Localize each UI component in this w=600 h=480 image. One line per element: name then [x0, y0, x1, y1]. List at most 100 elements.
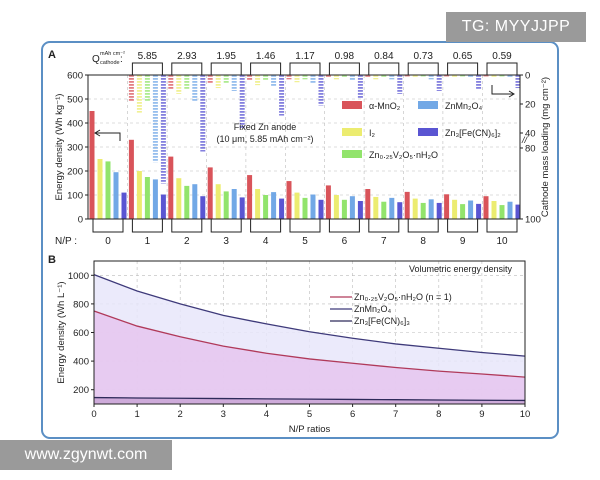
energy-bar — [460, 204, 466, 219]
legend-swatch — [342, 101, 362, 109]
y-tick-label: 500 — [67, 95, 83, 106]
loading-bar — [231, 75, 237, 91]
x-axis-title: N/P ratios — [289, 424, 331, 435]
energy-bar — [333, 195, 339, 219]
energy-bar — [436, 202, 442, 219]
energy-bar — [428, 199, 434, 219]
series-line — [93, 273, 526, 357]
watermark-top-right: TG: MYYJJPP — [446, 12, 586, 42]
energy-bar — [160, 194, 166, 219]
category-label: 3 — [223, 236, 229, 247]
energy-bar — [412, 198, 418, 219]
loading-bar — [357, 75, 363, 99]
energy-bar — [476, 203, 482, 219]
energy-bar — [136, 171, 142, 219]
top-bracket — [407, 62, 439, 75]
panel-b-label: B — [48, 254, 56, 266]
category-label: 10 — [496, 236, 508, 247]
legend-label: Zn₃[Fe(CN)₆]₂ — [445, 128, 501, 138]
np-label: N/P : — [55, 236, 77, 247]
energy-bar — [404, 191, 410, 219]
category-label: 0 — [105, 236, 111, 247]
loading-bar — [302, 75, 308, 80]
legend-label: Zn₃[Fe(CN)₆]₃ — [354, 316, 410, 326]
energy-bar — [239, 197, 245, 219]
energy-bar — [168, 156, 174, 219]
legend-label: α-MnO₂ — [369, 101, 401, 111]
loading-bar — [144, 75, 150, 102]
loading-bar — [176, 75, 182, 94]
energy-bar — [97, 159, 103, 219]
y-tick-label: 400 — [67, 119, 83, 130]
energy-bar — [144, 177, 150, 219]
bottom-bracket — [131, 219, 163, 233]
y-tick-label: 400 — [73, 357, 89, 368]
loading-bar — [192, 75, 198, 102]
y-axis-title: Energy density (Wh kg⁻¹) — [54, 94, 65, 201]
q-value-label: 1.46 — [256, 51, 276, 62]
y2-tick-label: 20 — [525, 100, 536, 111]
category-label: 1 — [145, 236, 151, 247]
energy-bar — [286, 181, 292, 219]
loading-bar — [333, 75, 339, 80]
loading-bar — [373, 75, 379, 80]
loading-bar — [294, 75, 300, 83]
top-bracket — [289, 62, 321, 75]
energy-bar — [231, 189, 237, 219]
loading-bar — [168, 75, 174, 90]
loading-bar — [271, 75, 277, 87]
q-label-sup: mAh cm⁻² — [100, 51, 125, 57]
y-tick-label: 1000 — [68, 271, 89, 282]
bottom-bracket — [328, 219, 360, 233]
q-label: Q — [92, 54, 100, 65]
energy-bar — [468, 200, 474, 219]
axis-break-mark: // — [521, 135, 529, 145]
loading-bar — [436, 75, 442, 91]
y-tick-label: 0 — [78, 215, 83, 226]
y2-tick-label: 100 — [525, 215, 541, 226]
loading-bar — [215, 75, 221, 89]
q-value-label: 0.84 — [374, 51, 394, 62]
y2-axis-title: Cathode mass loading (mg cm⁻²) — [540, 77, 551, 217]
loading-bar — [476, 75, 482, 90]
loading-bar — [404, 75, 410, 77]
y-tick-label: 200 — [73, 385, 89, 396]
energy-bar — [184, 185, 190, 219]
loading-bar — [412, 75, 418, 78]
energy-bar — [349, 196, 355, 219]
energy-bar — [121, 192, 127, 219]
energy-bar — [152, 179, 158, 219]
bottom-bracket — [92, 219, 124, 233]
legend-label: ZnMn₂O₄ — [445, 101, 482, 111]
loading-bar — [136, 75, 142, 113]
legend-swatch — [342, 150, 362, 158]
loading-bar — [491, 75, 497, 78]
loading-bar — [160, 75, 166, 184]
energy-bar — [176, 178, 182, 219]
loading-bar — [325, 75, 331, 78]
x-tick-label: 0 — [91, 409, 96, 420]
x-tick-label: 2 — [178, 409, 183, 420]
category-label: 2 — [184, 236, 190, 247]
loading-bar — [247, 75, 253, 81]
y2-tick-label: 0 — [525, 71, 530, 82]
q-value-label: 1.17 — [295, 51, 315, 62]
loading-bar — [397, 75, 403, 94]
panel-a-label: A — [48, 49, 56, 61]
area-fill — [94, 397, 525, 404]
legend-label: Zn₀.₂₅V₂O₅·nH₂O (n = 1) — [354, 292, 452, 302]
y-tick-label: 800 — [73, 299, 89, 310]
loading-bar — [318, 75, 324, 106]
loading-bar — [460, 75, 466, 77]
energy-bar — [515, 204, 521, 219]
energy-bar — [105, 161, 111, 219]
energy-bar — [365, 189, 371, 219]
energy-bar — [310, 194, 316, 219]
energy-bar — [128, 139, 134, 219]
energy-bar — [247, 175, 253, 219]
energy-bar — [491, 201, 497, 219]
x-tick-label: 7 — [393, 409, 398, 420]
x-tick-label: 10 — [520, 409, 531, 420]
chart-title: Volumetric energy density — [409, 264, 513, 274]
energy-bar — [207, 167, 213, 219]
